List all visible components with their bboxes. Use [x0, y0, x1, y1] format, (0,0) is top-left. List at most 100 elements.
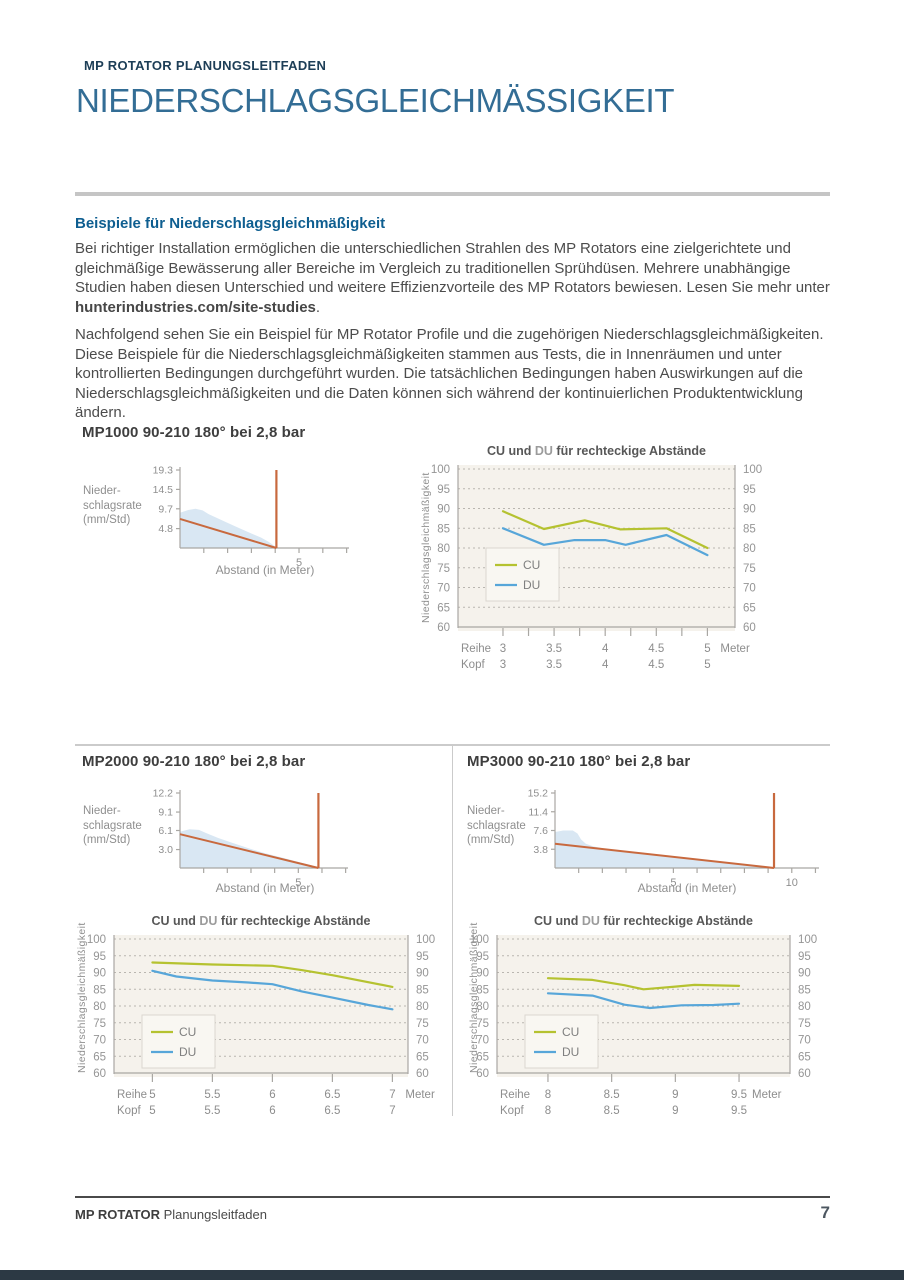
- y-tick-label-left: 90: [93, 968, 106, 980]
- du-series-line: [546, 992, 741, 1010]
- y-tick-label-left: 75: [93, 1018, 106, 1030]
- mp2000-profile-plot: 12.2 9.1 6.1 3.0 5: [153, 788, 348, 889]
- y-tick-label: 4.8: [158, 523, 173, 535]
- y-tick-label-right: 100: [416, 934, 435, 946]
- profile-y-axis-label: Nieder- schlagsrate (mm/Std): [467, 805, 526, 846]
- chart-title-du: DU: [199, 914, 218, 928]
- chart-title-cu: CU und: [486, 444, 535, 458]
- chart-title-du: DU: [534, 444, 553, 458]
- precipitation-area: [180, 508, 277, 548]
- mp2000-cudu-chart: CU und DU für rechteckige Abstände Niede…: [75, 912, 460, 1116]
- y-tick-label-left: 80: [476, 1001, 489, 1013]
- row-label-kopf: Kopf: [500, 1105, 524, 1116]
- x-tick-value: 6: [269, 1105, 275, 1116]
- y-tick-label: 7.6: [533, 825, 548, 837]
- cu-series-line: [151, 961, 394, 989]
- x-tick-value: 3: [500, 643, 506, 655]
- row-label-kopf: Kopf: [461, 659, 485, 671]
- x-tick-value: 5.5: [204, 1089, 220, 1101]
- x-tick-label: 5: [296, 557, 302, 569]
- profile-x-axis-label: Abstand (in Meter): [215, 563, 315, 577]
- x-tick-value: 9.5: [731, 1089, 747, 1101]
- x-tick-value: 5: [704, 643, 710, 655]
- x-tick-value: 4: [602, 643, 609, 655]
- y-tick-label-right: 80: [416, 1001, 429, 1013]
- legend-label-du: DU: [523, 578, 540, 592]
- matched-precipitation-line: [554, 842, 775, 869]
- du-series-line: [151, 969, 394, 1011]
- y-tick-label-left: 60: [93, 1068, 106, 1080]
- chart-title: CU und DU für rechteckige Abstände: [114, 914, 408, 928]
- legend-label-du: DU: [179, 1045, 196, 1059]
- footer-divider: [75, 1196, 830, 1198]
- y-tick-label-right: 95: [743, 484, 756, 496]
- cu-series-line: [501, 510, 709, 550]
- x-tick-value: 5: [149, 1105, 155, 1116]
- mp1000-profile-plot: 19.3 14.5 9.7 4.8 5: [153, 465, 349, 569]
- x-tick-label: 5: [670, 877, 676, 889]
- cudu-axes: [113, 935, 409, 1082]
- mp1000-cudu-plot: 100 100 95 95 90 90 85 85 80 80 75 75 70 70 65 65 60 60 CU…: [431, 464, 762, 671]
- y-tick-label-left: 95: [437, 484, 450, 496]
- y-tick-label: 11.4: [528, 806, 548, 818]
- document-eyebrow: MP ROTATOR PLANUNGSLEITFADEN: [84, 58, 327, 73]
- intro-paragraph-1: Bei richtiger Installation ermöglichen d…: [75, 239, 837, 317]
- profile-y-axis-label: Nieder- schlagsrate (mm/Std): [83, 805, 142, 846]
- chart-title-rest: für rechteckige Abstände: [552, 444, 707, 458]
- y-tick-label-right: 75: [798, 1018, 811, 1030]
- y-tick-label-left: 70: [437, 583, 450, 595]
- chart-title-cu: CU und: [151, 914, 200, 928]
- y-tick-label-right: 90: [798, 968, 811, 980]
- profile-x-axis-label: Abstand (in Meter): [215, 881, 315, 895]
- y-tick-label-right: 90: [743, 504, 756, 516]
- y-tick-label-left: 80: [93, 1001, 106, 1013]
- y-tick-label-right: 95: [798, 951, 811, 963]
- y-tick-label: 6.1: [158, 825, 173, 837]
- y-tick-label-right: 65: [798, 1051, 811, 1063]
- mp3000-profile-chart: Nieder- schlagsrate (mm/Std) 15.2 11.4 7.6…: [467, 782, 842, 904]
- x-tick-value: 5.5: [204, 1105, 220, 1116]
- section-heading-mp1000: MP1000 90-210 180° bei 2,8 bar: [82, 424, 306, 441]
- y-tick-label-left: 70: [476, 1035, 489, 1047]
- header-divider: [75, 192, 830, 196]
- x-tick-value: 6: [269, 1089, 275, 1101]
- chart-title-du: DU: [581, 914, 600, 928]
- y-tick-label-right: 60: [798, 1068, 811, 1080]
- y-tick-label-right: 70: [743, 583, 756, 595]
- x-tick-label: 10: [786, 877, 798, 889]
- cu-series-line: [546, 977, 741, 991]
- x-tick-value: 7: [389, 1105, 395, 1116]
- legend-label-cu: CU: [523, 558, 540, 572]
- site-studies-link: hunterindustries.com/site-studies: [75, 298, 316, 316]
- y-tick-label-left: 70: [93, 1035, 106, 1047]
- x-tick-value: 8.5: [604, 1105, 620, 1116]
- legend-label-cu: CU: [179, 1025, 196, 1039]
- legend-box: [524, 1014, 599, 1069]
- y-tick-label: 15.2: [528, 788, 549, 800]
- row-label-reihe: Reihe: [500, 1089, 530, 1101]
- cudu-axes: [457, 465, 736, 636]
- mp1000-cudu-chart: CU und DU für rechteckige Abstände Niede…: [420, 442, 840, 678]
- y-tick-label: 14.5: [153, 484, 174, 496]
- x-tick-value: 6.5: [324, 1105, 340, 1116]
- profile-axes: [176, 790, 348, 873]
- page-title: NIEDERSCHLAGSGLEICHMÄSSIGKEIT: [76, 82, 675, 119]
- y-tick-label-right: 80: [743, 543, 756, 555]
- y-tick-label-left: 85: [476, 984, 489, 996]
- y-tick-label-right: 60: [416, 1068, 429, 1080]
- precipitation-area: [180, 829, 319, 868]
- x-tick-value: 3.5: [546, 659, 562, 671]
- legend-box: [485, 547, 560, 602]
- y-tick-label-right: 75: [416, 1018, 429, 1030]
- y-tick-label-right: 95: [416, 951, 429, 963]
- x-tick-value: 8: [545, 1105, 551, 1116]
- profile-axes: [176, 467, 349, 553]
- y-tick-label-left: 100: [87, 934, 106, 946]
- du-series-line: [501, 527, 709, 557]
- intro-heading: Beispiele für Niederschlagsgleichmäßigke…: [75, 215, 386, 232]
- x-tick-value: 9.5: [731, 1105, 747, 1116]
- matched-precipitation-line: [179, 833, 319, 869]
- mp1000-profile-chart: Nieder- schlagsrate (mm/Std) 19.3 14.5 9.7…: [75, 450, 445, 585]
- footer-accent-bar: [0, 1270, 904, 1280]
- y-tick-label-left: 60: [476, 1068, 489, 1080]
